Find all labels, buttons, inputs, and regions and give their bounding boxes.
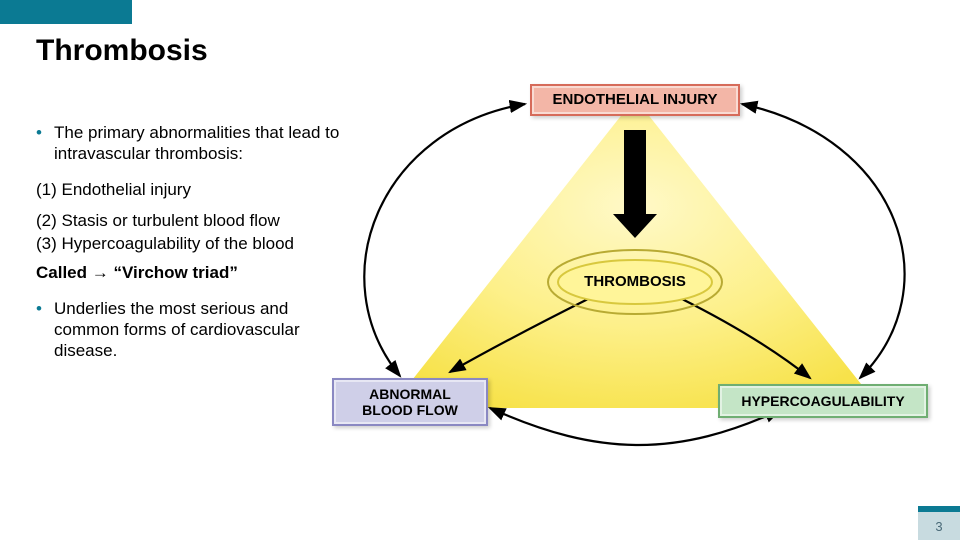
bullet-item: •Underlies the most serious and common f…: [36, 298, 346, 362]
bullet-marker: •: [36, 122, 54, 165]
virchow-triad-diagram: THROMBOSISENDOTHELIAL INJURYABNORMAL BLO…: [340, 78, 930, 448]
node-hyper: HYPERCOAGULABILITY: [718, 384, 928, 418]
text-line: Called → “Virchow triad”: [36, 262, 346, 283]
text-line: (3) Hypercoagulability of the blood: [36, 233, 346, 254]
corner-accent-bar: [0, 0, 132, 24]
text-line: (1) Endothelial injury: [36, 179, 346, 200]
page-number: 3: [918, 506, 960, 540]
bullet-text: The primary abnormalities that lead to i…: [54, 122, 346, 165]
bullet-text: Underlies the most serious and common fo…: [54, 298, 346, 362]
node-thrombosis: THROMBOSIS: [558, 260, 712, 304]
text-line: (2) Stasis or turbulent blood flow: [36, 210, 346, 231]
page-number-value: 3: [935, 519, 942, 534]
slide-title: Thrombosis: [36, 34, 208, 68]
node-abnormal: ABNORMAL BLOOD FLOW: [332, 378, 488, 426]
node-endothelial: ENDOTHELIAL INJURY: [530, 84, 740, 116]
bullet-marker: •: [36, 298, 54, 362]
slide: Thrombosis •The primary abnormalities th…: [0, 0, 960, 540]
text-column: •The primary abnormalities that lead to …: [36, 122, 346, 375]
bullet-item: •The primary abnormalities that lead to …: [36, 122, 346, 165]
